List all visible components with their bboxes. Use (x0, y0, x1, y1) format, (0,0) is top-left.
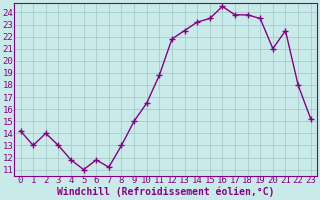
X-axis label: Windchill (Refroidissement éolien,°C): Windchill (Refroidissement éolien,°C) (57, 187, 274, 197)
